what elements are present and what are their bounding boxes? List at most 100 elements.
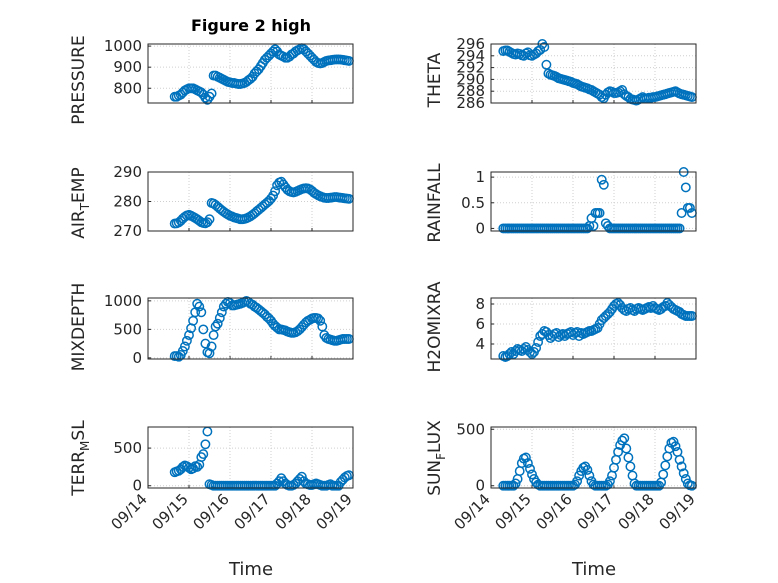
data-point [582,223,593,234]
y-axis-label: H2OMIXRA [425,281,445,372]
y-tick-label: 290 [456,70,485,88]
y-tick-label: 0 [475,219,485,237]
data-point [670,441,681,452]
data-point [617,435,628,446]
data-point [684,202,695,213]
data-point [198,324,209,335]
axes-frame [490,297,697,360]
y-tick-label: 280 [113,193,142,211]
y-tick-label: 1 [475,168,485,186]
data-point [206,88,217,99]
y-tick-label: 0.5 [461,194,485,212]
data-point [623,452,634,463]
data-point [270,186,281,197]
data-point [192,461,203,472]
x-axis-label-right: Time [571,559,616,580]
data-point [658,469,669,480]
data-point [613,446,624,457]
subplot-h2omixra: 4 6 8 H2OMIXRA [425,281,697,373]
data-point [522,458,533,469]
y-tick-label: 6 [475,315,485,333]
y-tick-label: 0 [132,477,142,495]
subplot-airemp: 270 280 290 AIRTEMP [69,163,354,240]
y-axis-label: RAINFALL [425,163,445,243]
y-axis-label: THETA [425,52,445,108]
y-tick-label: 8 [475,295,485,313]
axes-frame [147,426,354,489]
data-point [216,307,227,318]
data-point [668,436,679,447]
y-tick-label: 270 [113,222,142,240]
data-point [574,470,585,481]
data-point [504,349,515,359]
data-point [572,476,583,487]
y-tick-label: 1000 [104,37,142,55]
axes-frame [147,43,354,104]
data-point [212,318,223,329]
subplot-mixdepth: 0 500 1000 MIXDEPTH [69,283,354,372]
data-point [660,460,671,471]
y-tick-label: 500 [456,420,485,438]
data-point [200,439,211,450]
axes-frame [490,426,697,489]
y-tick-label: 800 [113,79,142,97]
data-point [184,330,194,341]
y-tick-label: 500 [113,320,142,338]
y-axis-label: MIXDEPTH [69,283,89,372]
plot-area [147,426,354,489]
data-point [598,179,609,190]
data-point [525,463,535,474]
y-tick-label: 290 [113,163,142,181]
y-axis-label: AIRTEMP [69,167,92,238]
data-point [676,208,687,218]
data-point [181,335,192,346]
data-point [179,341,190,352]
y-tick-label: 500 [113,439,142,457]
data-point [674,223,685,234]
y-axis-label: SUNFLUX [425,420,448,496]
data-point [541,59,552,70]
data-point [210,321,221,332]
data-point [531,343,542,353]
data-point [596,174,607,185]
y-tick-label: 900 [113,58,142,76]
axes-frame [147,297,354,360]
figure-title: Figure 2 high [191,16,311,35]
y-axis-label: PRESSURE [69,35,89,124]
data-point [214,313,225,323]
data-point [198,449,209,460]
data-point [582,464,593,475]
data-point [533,337,544,347]
data-point [588,220,599,231]
y-tick-label: 286 [456,94,485,112]
data-point [678,468,689,479]
y-tick-label: 294 [456,47,485,65]
y-tick-label: 296 [456,35,485,53]
y-tick-label: 4 [475,335,485,353]
axes-frame [147,171,354,232]
data-point [527,469,537,480]
data-point [206,341,217,352]
data-point [196,307,207,318]
data-point [674,454,685,465]
x-axis-label-left: Time [228,559,273,580]
data-point [619,433,630,444]
data-point [625,461,636,472]
data-point [680,182,691,193]
data-point [604,476,615,487]
data-point [594,208,605,218]
y-tick-label: 0 [475,477,485,495]
subplot-pressure: 800 900 1000 PRESSURE [69,35,354,125]
y-axis-label: TERRMSL [69,420,92,497]
y-tick-label: 288 [456,82,485,100]
data-point [676,461,687,472]
data-point [621,443,632,454]
data-point [177,346,188,356]
y-tick-label: 1000 [104,292,142,310]
subplot-rainfall: 0 0.5 1 RAINFALL [425,163,697,243]
data-point [192,298,203,309]
data-point [584,470,595,481]
